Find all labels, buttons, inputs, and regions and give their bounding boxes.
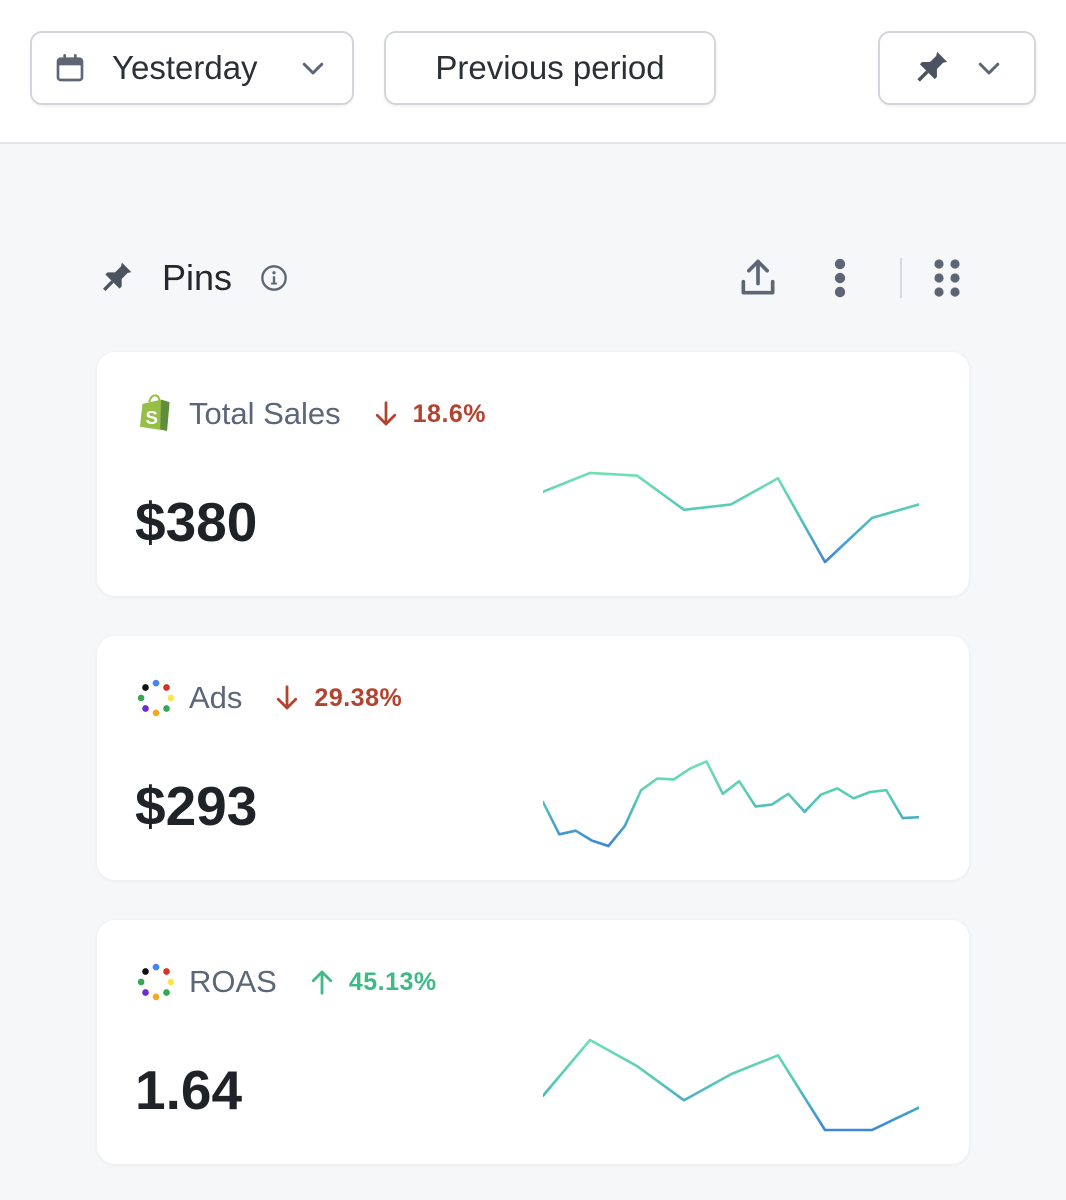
metric-change: 45.13% xyxy=(348,967,437,996)
sparkline-line xyxy=(543,760,919,848)
date-range-dropdown[interactable]: Yesterday xyxy=(30,31,354,105)
arrow-down-icon xyxy=(277,685,298,710)
multi-channel-icon xyxy=(137,963,175,1001)
metric-card-ads[interactable]: Ads 29.38% $293 xyxy=(97,636,969,880)
drag-handle-icon[interactable] xyxy=(932,258,962,298)
pin-icon xyxy=(917,51,948,82)
shopify-icon: S xyxy=(139,394,170,431)
arrow-down-icon xyxy=(375,401,396,426)
section-title: Pins xyxy=(162,257,233,298)
pin-dropdown-button[interactable] xyxy=(878,31,1036,105)
metric-card-total-sales[interactable]: S Total Sales 18.6% $380 xyxy=(97,352,969,596)
date-range-label: Yesterday xyxy=(112,49,258,86)
metric-value: 1.64 xyxy=(135,1059,243,1121)
metric-card-header: ROAS 45.13% xyxy=(135,958,437,1006)
share-upload-icon[interactable] xyxy=(736,256,780,300)
metric-value: $380 xyxy=(135,491,258,553)
metric-name: ROAS xyxy=(189,964,277,999)
metric-card-header: Ads 29.38% xyxy=(135,674,402,722)
metric-change: 29.38% xyxy=(314,683,403,712)
section-actions xyxy=(736,250,968,306)
chevron-down-icon xyxy=(302,62,324,75)
compare-period-label: Previous period xyxy=(435,49,665,86)
metric-change: 18.6% xyxy=(412,399,487,428)
calendar-icon xyxy=(56,54,84,82)
sparkline-chart xyxy=(543,1038,919,1132)
chevron-down-icon xyxy=(978,62,1000,75)
metric-card-roas[interactable]: ROAS 45.13% 1.64 xyxy=(97,920,969,1164)
metric-name: Total Sales xyxy=(189,396,341,431)
pins-section-header: Pins xyxy=(96,250,968,306)
compare-period-button[interactable]: Previous period xyxy=(384,31,716,105)
sparkline-chart xyxy=(543,471,919,564)
sparkline-line xyxy=(543,1038,919,1132)
metric-card-header: S Total Sales 18.6% xyxy=(135,390,486,438)
pin-icon xyxy=(103,262,132,291)
metric-name: Ads xyxy=(189,680,243,715)
sparkline-chart xyxy=(543,760,919,848)
top-toolbar: Yesterday Previous period xyxy=(0,0,1066,144)
arrow-up-icon xyxy=(311,970,332,995)
divider xyxy=(900,258,902,298)
multi-channel-icon xyxy=(137,679,175,717)
metric-value: $293 xyxy=(135,775,258,837)
sparkline-line xyxy=(543,471,919,564)
info-icon[interactable] xyxy=(260,264,288,292)
svg-text:S: S xyxy=(146,407,158,428)
more-options-icon[interactable] xyxy=(832,258,848,298)
